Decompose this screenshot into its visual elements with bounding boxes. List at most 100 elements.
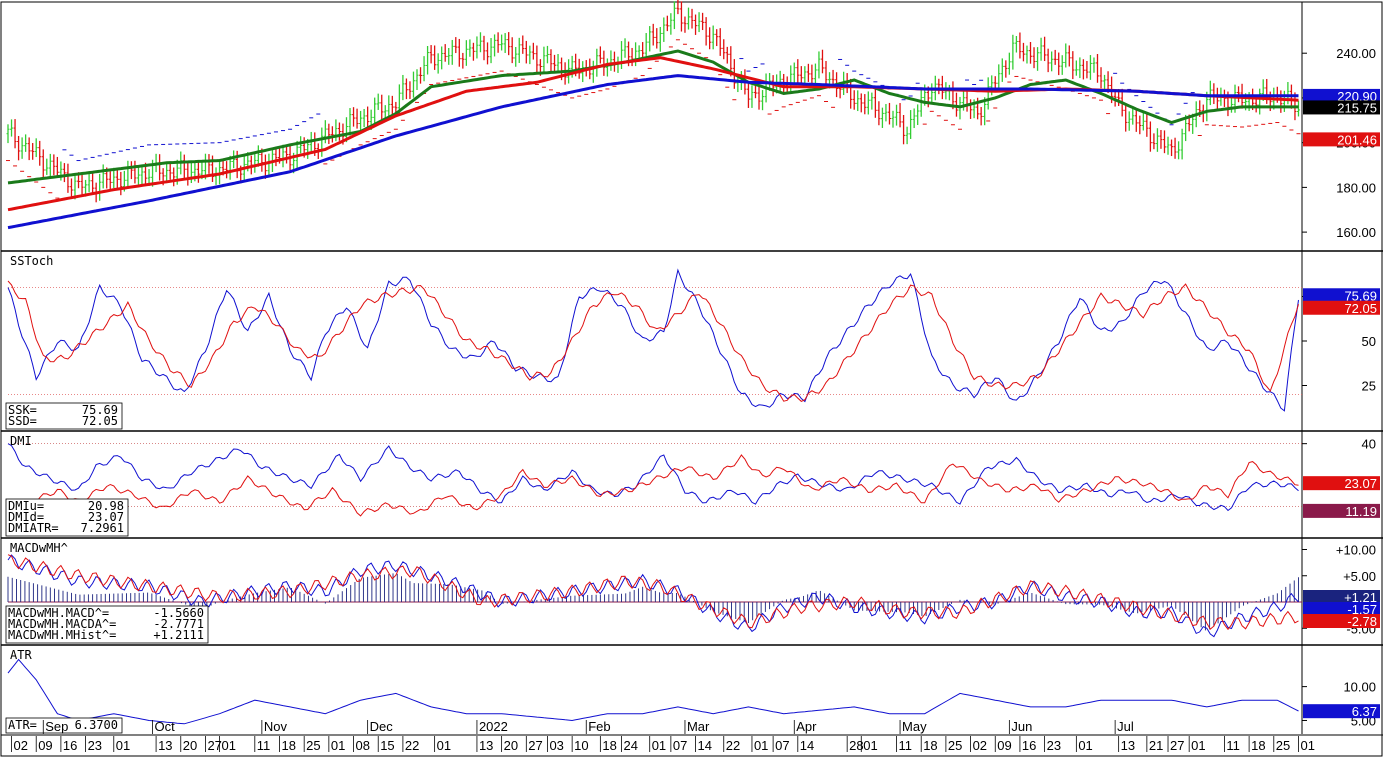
x-day-label: 13	[158, 738, 172, 753]
x-month-label: Apr	[796, 719, 817, 734]
price-bar	[528, 45, 532, 65]
price-bar	[73, 175, 77, 200]
readout-value: 20.98	[88, 499, 124, 513]
price-bar	[556, 53, 560, 73]
price-bar	[1208, 80, 1212, 106]
price-bar	[376, 93, 380, 110]
price-bar	[1067, 45, 1071, 67]
price-bar	[718, 28, 722, 56]
x-day-label: 18	[923, 738, 937, 753]
price-bar	[320, 127, 324, 157]
readout-value: 7.2961	[81, 521, 124, 535]
price-bar	[493, 34, 497, 57]
price-bar	[24, 134, 28, 152]
price-bar	[366, 106, 370, 127]
value-tag-label: 220.90	[1337, 89, 1377, 104]
y-tick-label: 10.00	[1343, 680, 1376, 695]
series-line-macda	[7, 554, 1299, 631]
x-day-label: 22	[726, 738, 740, 753]
x-day-label: 11	[1226, 738, 1240, 753]
price-bar	[757, 85, 761, 110]
price-bar	[503, 33, 507, 53]
price-bar	[101, 164, 105, 189]
value-tag: 215.75	[1303, 100, 1380, 115]
price-bar	[895, 104, 899, 126]
y-tick-label: 160.00	[1336, 225, 1376, 240]
price-bar	[1296, 100, 1300, 117]
price-bar	[634, 42, 638, 67]
price-bar	[1046, 48, 1050, 73]
x-day-label: 24	[624, 738, 638, 753]
readout-label: MACDwMH.MACD^=	[8, 606, 109, 620]
value-tag: 220.90	[1303, 88, 1380, 104]
price-bar	[1148, 121, 1152, 152]
price-bar	[461, 52, 465, 69]
x-day-label: 02	[973, 738, 987, 753]
price-bar	[672, 1, 676, 30]
price-bar	[443, 44, 447, 62]
price-bar	[683, 16, 687, 33]
x-day-label: 07	[673, 738, 687, 753]
price-bar	[697, 12, 701, 33]
price-bar	[1180, 128, 1184, 160]
readout-value: -1.5660	[153, 606, 204, 620]
price-bar	[1099, 67, 1103, 89]
price-bar	[880, 107, 884, 128]
price-bar	[189, 162, 193, 183]
price-bar	[13, 119, 17, 149]
price-bar	[457, 38, 461, 67]
price-bar	[704, 17, 708, 46]
x-day-label: 23	[1047, 738, 1061, 753]
price-bar	[1141, 111, 1145, 131]
price-bar	[1071, 51, 1075, 80]
x-day-label: 11	[899, 738, 913, 753]
price-bar	[299, 136, 303, 154]
price-bar	[553, 54, 557, 73]
price-bar	[1215, 87, 1219, 110]
price-bar	[905, 126, 909, 145]
price-bar	[620, 41, 624, 69]
x-day-label: 16	[1022, 738, 1036, 753]
price-bar	[524, 40, 528, 64]
price-bar	[256, 145, 260, 167]
readout-value: 75.69	[82, 403, 118, 417]
readout-label: DMId=	[8, 510, 44, 524]
price-bar	[172, 167, 176, 187]
y-tick-label: 240.00	[1336, 46, 1376, 61]
price-bar	[1032, 47, 1036, 69]
price-bar	[454, 37, 458, 54]
series-lines	[7, 49, 1299, 725]
price-bar	[464, 40, 468, 66]
price-bar	[521, 35, 525, 54]
price-bar	[916, 104, 920, 126]
price-bar	[140, 165, 144, 185]
x-axis[interactable]: 02 09 16 23 01 13 20 27 01 11 18 25 01 08 15 22 01 13 20 27…	[1, 719, 1383, 753]
price-bar	[817, 51, 821, 79]
price-bar	[806, 63, 810, 82]
value-tag-background	[1303, 704, 1380, 719]
price-bar	[979, 106, 983, 126]
value-tag-background	[1303, 590, 1380, 604]
x-month-label: Jul	[1117, 719, 1134, 734]
price-bar	[1000, 58, 1004, 82]
x-month-label: 2022	[479, 719, 508, 734]
price-bar	[1222, 89, 1226, 107]
price-bar	[1279, 90, 1283, 113]
readout-box: MACDwMH.MACD^= -1.5660 MACDwMH.MACDA^= -2.7…	[5, 605, 209, 644]
price-bar	[1166, 136, 1170, 155]
price-bar	[849, 78, 853, 109]
price-bar	[644, 33, 648, 60]
y-tick-label: +5.00	[1343, 569, 1376, 584]
price-bar	[655, 28, 659, 49]
price-bar	[658, 26, 662, 52]
x-day-label: 22	[405, 738, 419, 753]
readout-label: MACDwMH.MHist^=	[8, 628, 116, 642]
price-bar	[158, 154, 162, 181]
price-bar	[609, 50, 613, 71]
price-bar	[708, 27, 712, 50]
readout-box: ATR= 6.3700	[5, 717, 123, 734]
value-tag: -2.78	[1303, 614, 1380, 629]
price-bar	[196, 161, 200, 183]
price-bar	[62, 163, 66, 183]
price-bar	[52, 154, 56, 176]
